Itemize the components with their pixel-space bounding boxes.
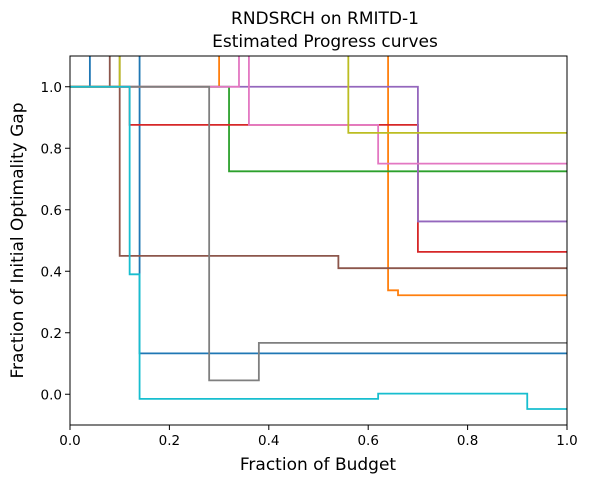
- plot-frame: [69, 55, 568, 426]
- y-tick-label: 1.0: [41, 80, 62, 96]
- y-axis-label: Fraction of Initial Optimality Gap: [8, 103, 28, 379]
- x-tick-label: 0.2: [159, 433, 180, 449]
- x-axis: 0.0 0.2 0.4 0.6 0.8 1.0: [59, 425, 578, 449]
- y-tick-label: 0.4: [41, 264, 62, 280]
- y-tick-label: 0.6: [41, 203, 62, 219]
- x-tick-label: 0.8: [457, 433, 478, 449]
- y-axis: 0.0 0.2 0.4 0.6 0.8 1.0: [41, 80, 70, 403]
- x-tick-label: 0.0: [59, 433, 80, 449]
- series-layer: [70, 56, 567, 410]
- series-line-7: [70, 56, 567, 165]
- series-line-5: [70, 85, 567, 223]
- chart-title-line-2: Estimated Progress curves: [212, 32, 438, 52]
- x-tick-label: 1.0: [556, 433, 577, 449]
- chart-title-line-1: RNDSRCH on RMITD-1: [231, 9, 419, 29]
- series-line-8: [70, 85, 567, 382]
- y-tick-label: 0.8: [41, 141, 62, 157]
- y-tick-label: 0.0: [41, 387, 62, 403]
- series-line-2: [70, 56, 567, 297]
- x-axis-label: Fraction of Budget: [240, 455, 397, 475]
- series-line-6: [70, 56, 567, 270]
- series-line-10: [70, 85, 567, 410]
- y-tick-label: 0.2: [41, 326, 62, 342]
- x-tick-label: 0.6: [357, 433, 378, 449]
- x-tick-label: 0.4: [258, 433, 279, 449]
